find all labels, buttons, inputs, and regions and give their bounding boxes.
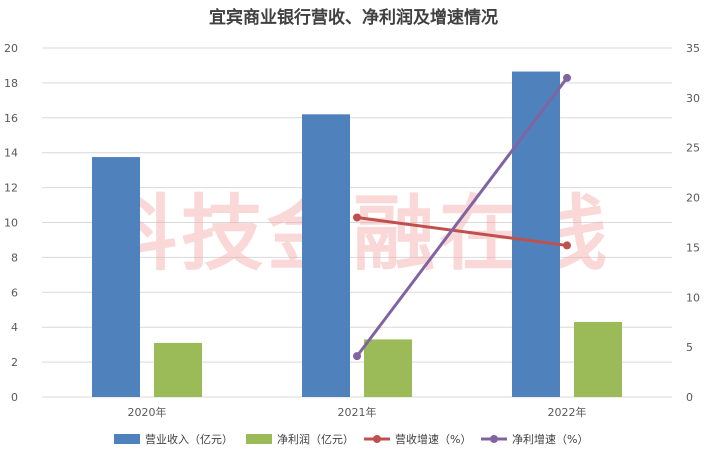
legend-label: 净利增速（%） xyxy=(512,432,588,446)
legend-label: 净利润（亿元） xyxy=(277,432,354,446)
left-tick-label: 8 xyxy=(11,251,18,264)
left-axis-ticks: 0 2 4 6 8 10 12 14 16 18 20 xyxy=(4,42,18,404)
bar-net-profit xyxy=(154,342,202,397)
right-tick-label: 30 xyxy=(686,92,700,105)
left-tick-label: 10 xyxy=(4,217,18,230)
left-tick-label: 12 xyxy=(4,182,18,195)
bar-net-profit xyxy=(574,321,622,397)
right-tick-label: 20 xyxy=(686,192,700,205)
right-tick-label: 0 xyxy=(686,391,693,404)
point-profit-growth xyxy=(353,352,361,361)
right-tick-label: 15 xyxy=(686,241,700,254)
left-tick-label: 6 xyxy=(11,286,18,299)
right-tick-label: 10 xyxy=(686,291,700,304)
point-profit-growth xyxy=(563,73,571,82)
point-revenue-growth xyxy=(353,213,361,222)
gridlines xyxy=(42,47,672,398)
bar-revenue xyxy=(302,114,350,397)
series-line-revenue-growth xyxy=(356,216,568,247)
legend-marker xyxy=(373,435,381,443)
right-tick-label: 25 xyxy=(686,142,700,155)
legend: 营业收入（亿元） 净利润（亿元） 营收增速（%） 净利增速（%） xyxy=(114,432,588,446)
series-line-profit-growth xyxy=(355,77,569,358)
right-tick-label: 5 xyxy=(686,341,693,354)
x-axis-ticks: 2020年 2021年 2022年 xyxy=(128,405,587,419)
left-tick-label: 4 xyxy=(11,321,18,334)
bar-revenue xyxy=(92,157,140,397)
left-tick-label: 20 xyxy=(4,42,18,55)
chart-title: 宜宾商业银行营收、净利润及增速情况 xyxy=(209,7,498,28)
legend-label: 营业收入（亿元） xyxy=(145,432,233,446)
left-tick-label: 14 xyxy=(4,147,18,160)
legend-swatch xyxy=(114,434,140,444)
left-tick-label: 0 xyxy=(11,391,18,404)
point-revenue-growth xyxy=(563,241,571,250)
left-tick-label: 2 xyxy=(11,356,18,369)
right-tick-label: 35 xyxy=(686,42,700,55)
legend-swatch xyxy=(246,434,272,444)
right-axis-ticks: 0 5 10 15 20 25 30 35 xyxy=(686,42,700,404)
x-tick-label: 2020年 xyxy=(128,405,167,419)
x-tick-label: 2021年 xyxy=(338,405,377,419)
bars-group xyxy=(92,71,622,398)
legend-label: 营收增速（%） xyxy=(395,432,471,446)
lines-group xyxy=(353,73,571,361)
left-tick-label: 16 xyxy=(4,112,18,125)
bar-revenue xyxy=(512,71,560,398)
x-tick-label: 2022年 xyxy=(548,405,587,419)
bar-net-profit xyxy=(364,339,412,397)
legend-marker xyxy=(490,435,498,443)
left-tick-label: 18 xyxy=(4,77,18,90)
